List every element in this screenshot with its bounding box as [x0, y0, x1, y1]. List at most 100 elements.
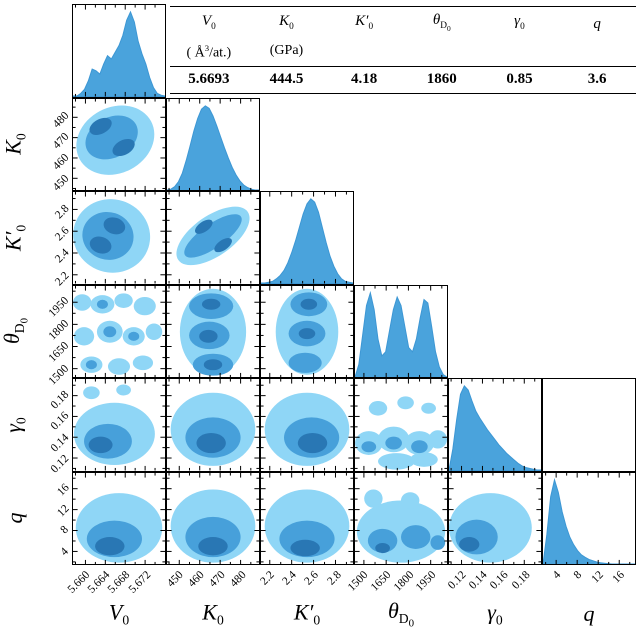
y-tick-label-K0p: 2.8: [52, 202, 72, 222]
panel-canvas: [355, 286, 447, 377]
x-tick-label-thetaD0: 1650: [368, 569, 394, 594]
panel-canvas: [355, 473, 447, 565]
panel-canvas: [355, 379, 447, 471]
panel-canvas: [449, 473, 541, 565]
contour-panel-gamma0-vs-thetaD0: [354, 378, 448, 472]
param-unit-k0p: [325, 38, 403, 67]
x-tick-label-thetaD0: 1950: [414, 569, 439, 594]
param-unit-k0: (GPa): [247, 38, 326, 67]
x-tick-label-K0p: 2.2: [257, 569, 277, 588]
contour-panel-thetaD0-vs-K0p: [260, 284, 354, 378]
param-header-gamma0: γ0: [514, 13, 525, 33]
y-tick-label-gamma0: 0.14: [48, 431, 72, 454]
y-tick-label-K0: 480: [50, 109, 72, 131]
y-tick-label-gamma0: 0.16: [48, 410, 72, 433]
x-tick-label-K0p: 2.6: [302, 569, 322, 588]
contour-panel-q-vs-K0: [166, 471, 260, 565]
y-tick-label-K0: 470: [50, 130, 72, 152]
contour-panel-K0p-vs-K0: [166, 191, 260, 285]
panel-canvas: [167, 379, 259, 471]
diag-panel-K0: [166, 97, 260, 191]
y-tick-label-thetaD0: 1950: [46, 294, 72, 320]
panel-canvas: [73, 99, 165, 191]
panel-canvas: [73, 379, 165, 471]
x-tick-label-q: 12: [589, 569, 606, 586]
panel-canvas: [73, 286, 165, 378]
table-unit-row: ( Å3/at.) (GPa): [170, 38, 636, 67]
param-value-gamma0: 0.85: [480, 66, 559, 94]
param-value-k0p: 4.18: [325, 66, 403, 94]
x-tick-label-K0: 480: [228, 569, 249, 590]
x-tick-label-gamma0: 0.16: [488, 569, 512, 592]
table-header-row: V0 K0 K′0 θD0 γ0 q: [170, 7, 636, 39]
x-tick-label-gamma0: 0.12: [445, 569, 469, 592]
x-tick-label-thetaD0: 1800: [391, 569, 417, 594]
x-axis-label-gamma0: γ0: [487, 599, 503, 628]
results-table: V0 K0 K′0 θD0 γ0 q ( Å3/at.) (GPa): [170, 7, 636, 94]
y-axis-label-q: q: [2, 512, 27, 524]
diag-panel-V0: [72, 4, 166, 98]
contour-panel-q-vs-gamma0: [448, 471, 542, 565]
y-tick-label-gamma0: 0.12: [48, 452, 72, 476]
x-tick-label-K0p: 2.4: [280, 569, 299, 588]
panel-canvas: [261, 379, 353, 471]
diag-panel-K0p: [260, 191, 354, 285]
x-tick-label-V0: 5.664: [85, 569, 113, 596]
param-header-k0: K0: [279, 13, 294, 33]
x-tick-label-gamma0: 0.14: [466, 569, 490, 592]
empty-panel: [542, 378, 636, 472]
param-unit-q: [558, 38, 636, 67]
y-tick-label-K0p: 2.4: [52, 247, 72, 266]
x-tick-label-q: 8: [571, 569, 585, 582]
y-axis-label-gamma0: γ0: [0, 417, 29, 433]
param-header-thetad0: θD0: [432, 12, 451, 33]
panel-canvas: [73, 192, 165, 284]
x-axis-label-q: q: [583, 601, 595, 626]
param-header-q: q: [593, 16, 601, 33]
contour-panel-q-vs-K0p: [260, 471, 354, 565]
panel-canvas: [167, 286, 259, 378]
panel-canvas: [261, 192, 353, 284]
x-tick-label-gamma0: 0.18: [509, 569, 533, 592]
x-tick-label-q: 4: [550, 569, 563, 582]
x-tick-label-K0: 450: [165, 569, 187, 590]
contour-panel-thetaD0-vs-V0: [72, 284, 166, 378]
param-unit-v0: ( Å3/at.): [170, 38, 248, 67]
y-axis-label-K0: K0: [0, 133, 29, 156]
x-tick-label-K0: 470: [207, 569, 228, 590]
x-axis-label-thetaD0: θD0: [387, 597, 415, 631]
contour-panel-thetaD0-vs-K0: [166, 284, 260, 378]
contour-panel-q-vs-thetaD0: [354, 471, 448, 565]
y-tick-label-K0p: 2.2: [52, 269, 72, 289]
panel-canvas: [73, 473, 165, 565]
x-axis-label-K0: K0: [202, 599, 224, 628]
panel-canvas: [167, 192, 259, 284]
x-tick-label-V0: 5.672: [126, 569, 154, 596]
x-tick-label-V0: 5.668: [106, 569, 133, 596]
x-tick-label-thetaD0: 1500: [345, 569, 371, 594]
results-table-wrap: V0 K0 K′0 θD0 γ0 q ( Å3/at.) (GPa): [170, 6, 636, 94]
contour-panel-q-vs-V0: [72, 471, 166, 565]
contour-panel-gamma0-vs-V0: [72, 378, 166, 472]
x-axis-label-V0: V0: [108, 599, 130, 628]
param-value-q: 3.6: [558, 66, 636, 94]
param-value-thetad0: 1860: [402, 66, 481, 94]
y-axis-label-thetaD0: θD0: [0, 318, 32, 345]
y-tick-label-gamma0: 0.18: [48, 388, 72, 412]
x-tick-label-V0: 5.660: [65, 569, 93, 596]
y-tick-label-K0: 460: [50, 151, 72, 173]
param-value-v0: 5.6693: [170, 66, 248, 94]
panel-canvas: [543, 473, 635, 564]
panel-canvas: [543, 379, 635, 471]
contour-panel-K0-vs-V0: [72, 97, 166, 191]
diag-panel-q: [542, 471, 636, 565]
y-tick-label-thetaD0: 1800: [46, 317, 72, 343]
contour-panel-K0p-vs-V0: [72, 191, 166, 285]
y-tick-label-q: 16: [54, 481, 72, 498]
panel-canvas: [449, 379, 541, 471]
param-header-k0p: K′0: [355, 13, 374, 33]
panel-canvas: [167, 473, 259, 565]
param-unit-gamma0: [480, 38, 559, 67]
param-value-k0: 444.5: [247, 66, 326, 94]
